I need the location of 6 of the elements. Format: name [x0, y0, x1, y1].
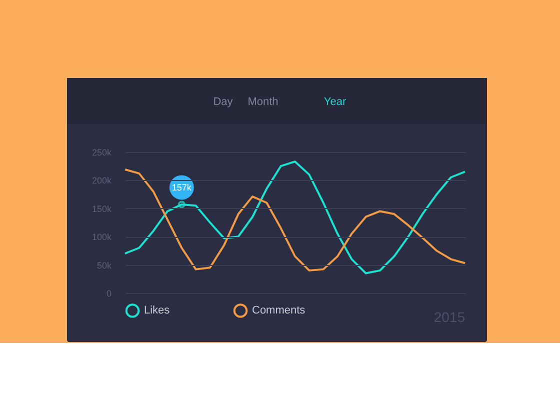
legend-label: Likes [144, 304, 170, 317]
text: Year [324, 96, 346, 108]
text: Month [248, 96, 278, 108]
annotation: 157k [172, 182, 192, 192]
text: Day [213, 96, 234, 108]
legend-label: Comments [252, 304, 306, 317]
